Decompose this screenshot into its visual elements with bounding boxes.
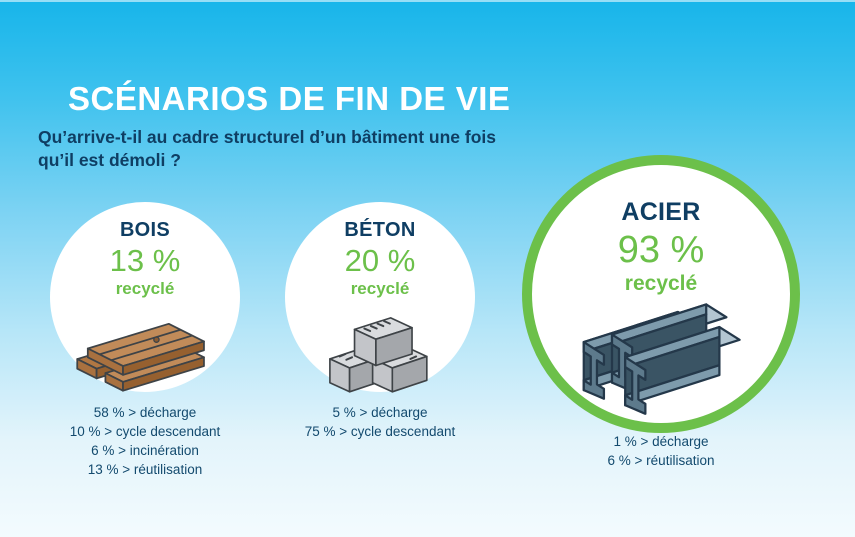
- material-name-acier: ACIER: [621, 198, 701, 226]
- recycled-percent-beton: 20 %: [344, 243, 416, 278]
- page-title: SCÉNARIOS DE FIN DE VIE: [68, 80, 511, 117]
- breakdown-item: 6 % > réutilisation: [607, 453, 715, 468]
- breakdown-item: 5 % > décharge: [332, 405, 428, 420]
- recycled-label-bois: recyclé: [115, 278, 175, 298]
- concrete-blocks-icon: [312, 308, 448, 405]
- recycled-label-acier: recyclé: [624, 271, 698, 295]
- breakdown-item: 75 % > cycle descendant: [304, 424, 456, 439]
- breakdown-list-bois: 58 % > décharge 10 % > cycle descendant …: [30, 403, 260, 479]
- breakdown-item: 1 % > décharge: [613, 434, 709, 449]
- material-card-beton: BÉTON 20 % recyclé: [285, 202, 475, 393]
- page-subtitle: Qu’arrive-t-il au cadre structurel d’un …: [38, 127, 496, 170]
- breakdown-item: 58 % > décharge: [93, 405, 197, 420]
- breakdown-item: 6 % > incinération: [91, 443, 199, 458]
- recycled-percent-bois: 13 %: [109, 243, 181, 278]
- wood-planks-icon: [70, 308, 220, 401]
- material-name-beton: BÉTON: [344, 219, 416, 241]
- top-highlight-line: [0, 0, 855, 2]
- material-name-bois: BOIS: [119, 219, 171, 241]
- recycled-percent-acier: 93 %: [617, 229, 705, 271]
- material-card-acier: ACIER 93 % recyclé: [522, 155, 800, 433]
- material-card-bois: BOIS 13 % recyclé: [50, 202, 240, 392]
- recycled-label-beton: recyclé: [350, 278, 410, 298]
- breakdown-list-beton: 5 % > décharge 75 % > cycle descendant: [265, 403, 495, 441]
- breakdown-item: 13 % > réutilisation: [87, 462, 203, 477]
- steel-beams-icon: [580, 302, 742, 423]
- breakdown-item: 10 % > cycle descendant: [69, 424, 221, 439]
- breakdown-list-acier: 1 % > décharge 6 % > réutilisation: [546, 432, 776, 470]
